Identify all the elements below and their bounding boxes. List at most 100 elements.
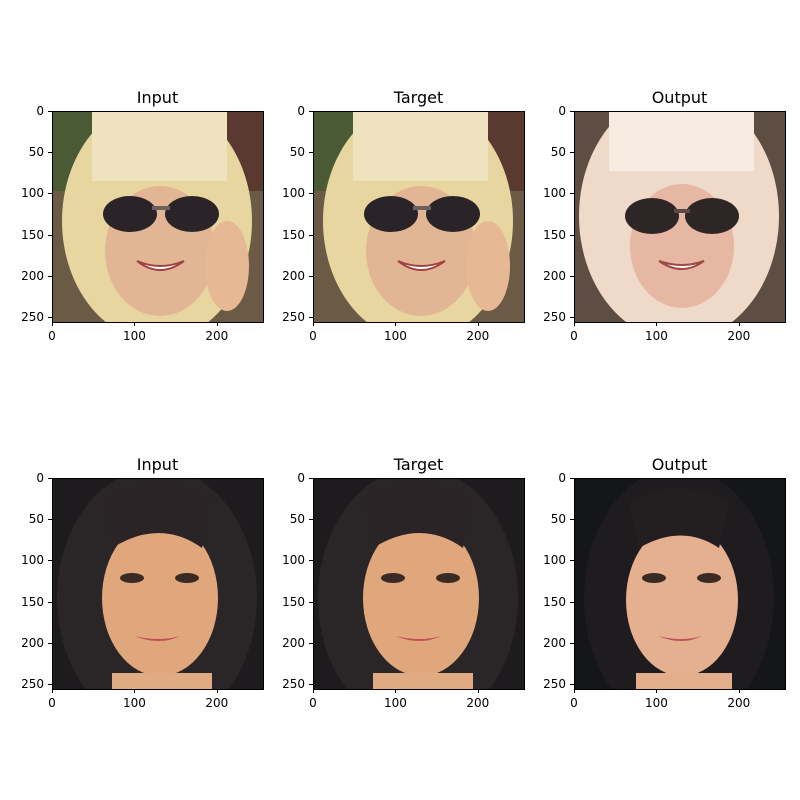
y-tick-mark <box>570 317 574 319</box>
x-tick-label: 0 <box>309 696 317 710</box>
y-tick-label: 0 <box>558 471 566 485</box>
y-tick-mark <box>48 478 52 479</box>
face-photo <box>574 111 785 322</box>
y-tick-label: 250 <box>282 310 305 325</box>
panel-title: Target <box>393 455 444 474</box>
y-tick-mark <box>570 193 574 195</box>
x-tick-mark <box>656 322 658 326</box>
y-tick-label: 0 <box>36 471 44 485</box>
y-tick-label: 150 <box>21 594 44 609</box>
y-tick-label: 50 <box>550 512 566 527</box>
y-tick-label: 50 <box>28 145 44 160</box>
y-tick-mark <box>309 152 313 154</box>
y-tick-mark <box>48 601 52 603</box>
x-tick-label: 100 <box>383 329 407 343</box>
y-tick-label: 200 <box>282 268 305 283</box>
y-tick-label: 0 <box>36 104 44 118</box>
y-tick-mark <box>309 684 313 686</box>
x-tick-mark <box>52 322 53 326</box>
y-tick-label: 150 <box>543 594 566 609</box>
x-tick-label: 100 <box>122 329 146 343</box>
y-tick-mark <box>309 642 313 644</box>
image-panel <box>52 111 264 323</box>
y-tick-label: 50 <box>28 512 44 527</box>
x-tick-label: 0 <box>570 329 578 343</box>
x-tick-mark <box>216 322 218 326</box>
x-tick-label: 200 <box>205 696 229 710</box>
panel-title: Output <box>651 455 708 474</box>
y-tick-label: 0 <box>297 104 305 118</box>
x-tick-label: 0 <box>48 329 56 343</box>
y-tick-mark <box>309 111 313 112</box>
y-tick-label: 50 <box>289 512 305 527</box>
y-tick-mark <box>570 684 574 686</box>
x-tick-mark <box>134 689 136 693</box>
y-tick-label: 200 <box>543 268 566 283</box>
x-tick-mark <box>395 689 397 693</box>
y-tick-label: 200 <box>282 635 305 650</box>
y-tick-label: 250 <box>21 310 44 325</box>
x-tick-label: 0 <box>570 696 578 710</box>
x-tick-mark <box>216 689 218 693</box>
y-tick-mark <box>48 642 52 644</box>
x-tick-mark <box>134 322 136 326</box>
y-tick-mark <box>48 560 52 562</box>
image-panel <box>52 478 264 690</box>
y-tick-label: 250 <box>543 310 566 325</box>
y-tick-mark <box>309 275 313 277</box>
image-panel <box>574 111 786 323</box>
y-tick-mark <box>48 193 52 195</box>
y-tick-label: 200 <box>21 268 44 283</box>
y-tick-mark <box>309 317 313 319</box>
y-tick-label: 100 <box>543 553 566 568</box>
y-tick-mark <box>309 601 313 603</box>
x-tick-label: 100 <box>122 696 146 710</box>
image-panel <box>574 478 786 690</box>
panel-title: Output <box>651 88 708 107</box>
y-tick-label: 150 <box>543 227 566 242</box>
x-tick-mark <box>574 322 575 326</box>
y-tick-mark <box>570 111 574 112</box>
y-tick-mark <box>48 275 52 277</box>
x-tick-label: 100 <box>644 696 668 710</box>
y-tick-mark <box>570 234 574 236</box>
image-panel <box>313 111 525 323</box>
x-tick-mark <box>656 689 658 693</box>
y-tick-label: 0 <box>558 104 566 118</box>
y-tick-label: 200 <box>21 635 44 650</box>
y-tick-mark <box>309 234 313 236</box>
y-tick-label: 0 <box>297 471 305 485</box>
face-photo <box>574 478 785 689</box>
y-tick-mark <box>309 519 313 521</box>
y-tick-label: 250 <box>21 677 44 692</box>
y-tick-label: 100 <box>282 553 305 568</box>
face-photo <box>313 111 524 322</box>
x-tick-label: 0 <box>48 696 56 710</box>
y-tick-mark <box>48 684 52 686</box>
x-tick-mark <box>738 322 740 326</box>
face-photo <box>313 478 524 689</box>
y-tick-mark <box>48 152 52 154</box>
y-tick-label: 50 <box>289 145 305 160</box>
y-tick-label: 250 <box>282 677 305 692</box>
panel-title: Target <box>393 88 444 107</box>
y-tick-mark <box>309 193 313 195</box>
face-photo <box>52 111 263 322</box>
panel-title: Input <box>136 88 179 107</box>
y-tick-label: 200 <box>543 635 566 650</box>
x-tick-mark <box>477 322 479 326</box>
x-tick-mark <box>395 322 397 326</box>
y-tick-mark <box>48 234 52 236</box>
x-tick-mark <box>313 322 314 326</box>
face-photo <box>52 478 263 689</box>
x-tick-mark <box>52 689 53 693</box>
panel-title: Input <box>136 455 179 474</box>
y-tick-label: 100 <box>21 186 44 201</box>
x-tick-label: 100 <box>644 329 668 343</box>
y-tick-mark <box>570 560 574 562</box>
y-tick-label: 150 <box>282 227 305 242</box>
y-tick-mark <box>309 478 313 479</box>
y-tick-label: 100 <box>21 553 44 568</box>
y-tick-mark <box>309 560 313 562</box>
y-tick-mark <box>570 519 574 521</box>
